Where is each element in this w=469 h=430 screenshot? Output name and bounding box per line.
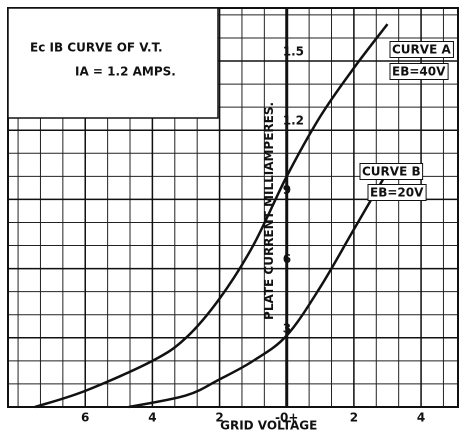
curve-note-box (367, 184, 427, 201)
y-tick-label: 1.2 (283, 114, 304, 128)
plot-frame (7, 7, 459, 408)
curve-note-box (389, 63, 449, 80)
curve (34, 23, 389, 409)
y-tick-label: 1.5 (283, 45, 304, 59)
chart-title: Ec IB CURVE OF V.T. (30, 41, 163, 55)
y-tick-label: 3 (283, 321, 291, 335)
title-box (7, 7, 219, 119)
curve-note: EB=20V (370, 186, 424, 200)
x-tick-label: 2 (350, 411, 358, 425)
x-tick-label: 2 (215, 411, 223, 425)
x-tick-label: 4 (148, 411, 156, 425)
legend-label: CURVE B (362, 165, 421, 179)
legend-label: CURVE A (392, 43, 451, 57)
chart-subtitle: IA = 1.2 AMPS. (75, 65, 176, 79)
x-tick-label: -0+ (275, 411, 298, 425)
x-tick-label: 6 (81, 411, 89, 425)
x-axis-label: GRID VOLTAGE (220, 419, 317, 430)
x-tick-label: 4 (417, 411, 425, 425)
y-tick-label: 6 (283, 252, 291, 266)
legend-label-box (389, 41, 454, 58)
curve (128, 171, 389, 409)
curve-note: EB=40V (392, 65, 446, 79)
y-tick-label: 9 (283, 183, 291, 197)
legend-label-box (359, 163, 424, 180)
